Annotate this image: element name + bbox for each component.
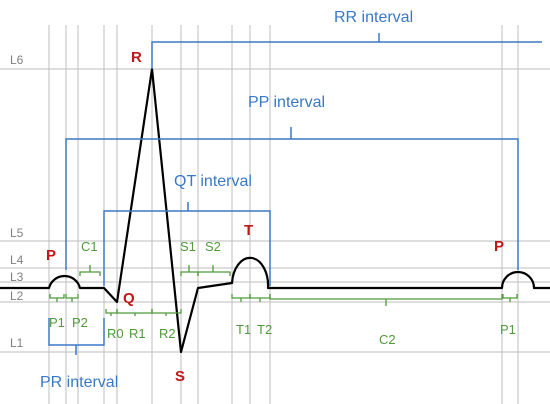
p1-second-label: P1 xyxy=(500,322,516,337)
pr-interval-bracket xyxy=(48,318,105,355)
vertical-grid xyxy=(48,25,519,404)
level-label-l2: L2 xyxy=(10,289,24,303)
p1-second-brace xyxy=(502,294,518,302)
rr-interval-label: RR interval xyxy=(334,9,413,26)
p2-label: P2 xyxy=(72,315,88,330)
p1-brace xyxy=(49,294,65,302)
wave-label-s: S xyxy=(175,368,185,385)
r0-brace xyxy=(105,309,118,316)
wave-label-r: R xyxy=(131,49,142,66)
s1-brace xyxy=(180,265,199,276)
pp-interval-bracket xyxy=(65,127,519,270)
t1-label: T1 xyxy=(236,322,251,337)
rr-interval-bracket xyxy=(151,33,542,69)
r1-label: R1 xyxy=(129,326,146,341)
t1-brace xyxy=(231,294,251,302)
level-label-l3: L3 xyxy=(10,270,24,284)
r1-brace xyxy=(116,309,153,316)
c1-brace xyxy=(79,265,101,276)
pp-interval-label: PP interval xyxy=(248,94,325,111)
level-label-l6: L6 xyxy=(10,53,24,67)
level-lines xyxy=(0,68,550,353)
c2-brace xyxy=(269,294,503,306)
p2-brace xyxy=(65,294,79,302)
level-label-l1: L1 xyxy=(10,336,24,350)
wave-label-t: T xyxy=(244,222,253,239)
wave-label-p-second: P xyxy=(494,238,504,255)
s2-brace xyxy=(197,265,231,276)
qt-interval-bracket xyxy=(103,202,271,286)
qt-interval-label: QT interval xyxy=(174,173,252,190)
r0-label: R0 xyxy=(107,326,124,341)
s1-label: S1 xyxy=(180,239,196,254)
level-label-l4: L4 xyxy=(10,253,24,267)
wave-label-q: Q xyxy=(123,290,135,307)
p1-label: P1 xyxy=(49,315,65,330)
level-label-l5: L5 xyxy=(10,226,24,240)
c1-label: C1 xyxy=(81,239,98,254)
ecg-trace xyxy=(0,67,550,354)
c2-label: C2 xyxy=(379,332,396,347)
s2-label: S2 xyxy=(205,239,221,254)
t2-label: T2 xyxy=(257,322,272,337)
r2-brace xyxy=(151,309,182,316)
pr-interval-label: PR interval xyxy=(40,374,118,391)
r2-label: R2 xyxy=(159,326,176,341)
t2-brace xyxy=(249,294,271,302)
wave-label-p-first: P xyxy=(46,247,56,264)
